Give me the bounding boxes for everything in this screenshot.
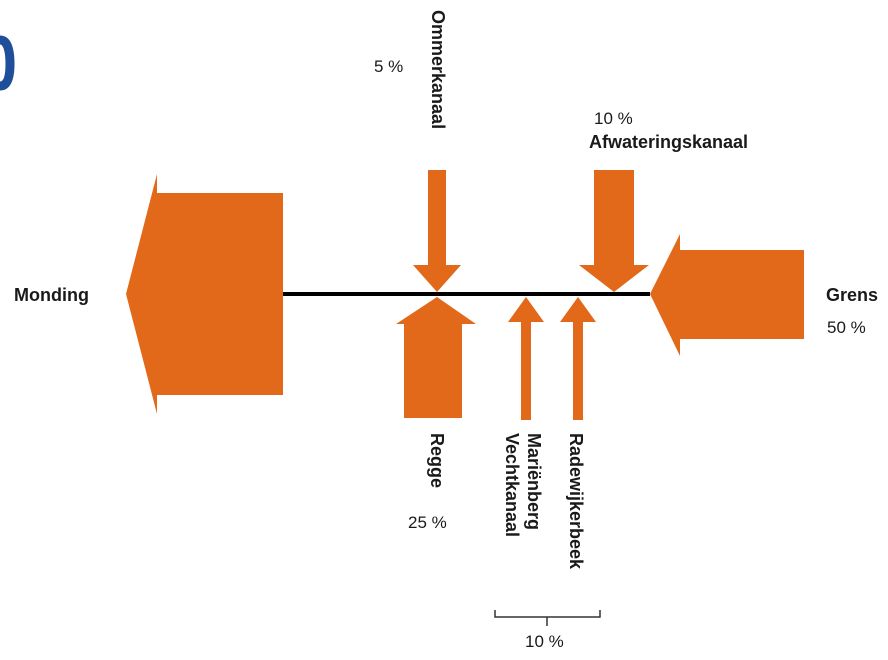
- ommerkanaal-percentage: 5 %: [374, 57, 404, 76]
- ommerkanaal-label: Ommerkanaal: [428, 10, 448, 130]
- marienberg-vechtkanaal-label: Mariënberg Vechtkanaal: [501, 433, 545, 537]
- afwateringskanaal-arrow: [579, 170, 649, 292]
- regge-arrow: [396, 297, 476, 418]
- radewijkerbeek-label: Radewijkerbeek: [566, 433, 586, 570]
- afwateringskanaal-label: Afwateringskanaal: [589, 132, 749, 152]
- marienberg-label: Mariënberg: [524, 433, 544, 531]
- afwateringskanaal-percentage: 10 %: [594, 109, 633, 128]
- corner-accent-shape: [0, 35, 15, 91]
- regge-percentage: 25 %: [408, 513, 447, 532]
- grens-label: Grens: [826, 285, 879, 305]
- group-percentage: 10 %: [525, 632, 564, 651]
- monding-arrow: [126, 174, 283, 414]
- grens-arrow: [650, 234, 804, 356]
- grens-percentage: 50 %: [827, 318, 866, 337]
- ommerkanaal-arrow: [413, 170, 461, 292]
- group-brace: [494, 610, 601, 626]
- radewijkerbeek-arrow: [560, 297, 596, 420]
- monding-label: Monding: [14, 285, 89, 305]
- marienberg-arrow: [508, 297, 544, 420]
- vechtkanaal-label: Vechtkanaal: [502, 433, 522, 538]
- regge-label: Regge: [427, 433, 447, 489]
